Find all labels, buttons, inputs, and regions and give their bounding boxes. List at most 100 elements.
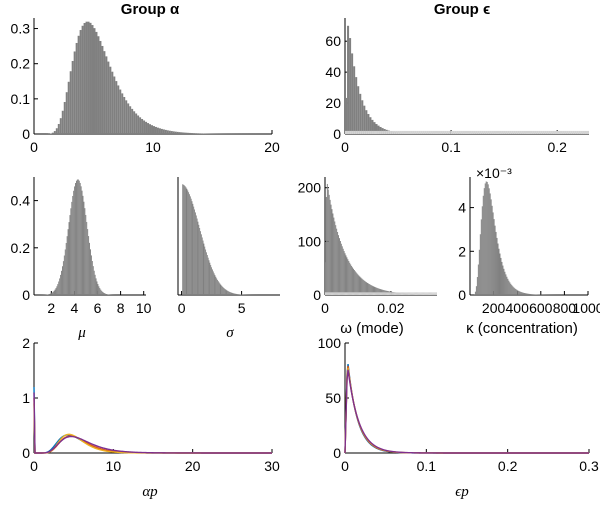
hist-bar: [189, 194, 190, 295]
hist-bar: [156, 127, 159, 134]
hist-bar: [330, 292, 332, 295]
hist-bar: [352, 292, 353, 295]
hist-bar: [339, 241, 341, 295]
hist-bar: [382, 292, 384, 295]
hist-bar: [381, 292, 382, 295]
hist-bar: [517, 290, 519, 295]
hist-bar: [369, 292, 371, 295]
hist-bar: [418, 130, 421, 134]
hist-bar: [532, 130, 535, 134]
hist-bar: [407, 292, 409, 295]
y-tick-label: 1: [22, 390, 30, 406]
hist-bar: [574, 130, 577, 134]
hist-bar: [487, 130, 490, 134]
panel-kappa: κ (concentration) ×10⁻³ 200 400 600 8001000…: [458, 165, 600, 337]
xlabel-mu: μ: [77, 325, 86, 341]
hist-bar: [377, 292, 379, 295]
title-group-alpha: Group α: [121, 1, 180, 18]
x-tick-label: 0: [30, 139, 38, 155]
hist-bar: [361, 130, 364, 134]
hist-bar: [204, 246, 206, 295]
hist-bar: [219, 283, 221, 295]
hist-bar: [329, 292, 331, 295]
hist-bar: [186, 188, 188, 295]
hist-bar: [442, 130, 445, 134]
hist-bar: [355, 272, 357, 295]
hist-bar: [211, 267, 212, 295]
hist-bar: [391, 292, 393, 295]
hist-bar: [491, 205, 493, 295]
hist-bar: [566, 130, 569, 134]
hist-bar: [377, 288, 379, 295]
hist-bar: [367, 114, 370, 134]
hist-bar: [477, 130, 480, 134]
hist-bar: [520, 291, 522, 295]
hist-bar: [490, 199, 492, 295]
hist-bar: [363, 280, 365, 295]
hist-bar: [525, 130, 528, 134]
hist-bar: [89, 22, 92, 134]
hist-bar: [501, 130, 504, 134]
hist-bar: [176, 131, 179, 134]
hist-bar: [527, 293, 529, 295]
hist-bar: [528, 293, 529, 295]
hist-bar: [519, 130, 522, 134]
hist-bar: [347, 259, 349, 295]
hist-bar: [380, 292, 381, 295]
hist-bar: [528, 130, 531, 134]
hist-bar: [349, 262, 351, 295]
hist-bar: [215, 276, 217, 295]
y-tick-label: 2: [458, 243, 466, 259]
hist-bar: [115, 81, 118, 134]
hist-bar: [417, 292, 419, 295]
hist-bar: [191, 201, 193, 295]
hist-bar: [105, 293, 107, 295]
hist-bar: [222, 286, 224, 295]
hist-bar: [381, 292, 383, 295]
hist-bar: [65, 92, 68, 134]
hist-bar: [409, 292, 411, 295]
hist-bar: [333, 292, 335, 295]
hist-bar: [347, 130, 350, 134]
hist-bar: [428, 292, 430, 295]
hist-bar: [353, 292, 355, 295]
hist-bar: [187, 190, 189, 295]
hist-bar: [99, 288, 101, 295]
hist-bar: [237, 294, 239, 295]
panel-group-alpha: Group α 0 10 20 0 0.1 0.2 0.3: [11, 1, 280, 155]
hist-bar: [346, 257, 348, 295]
hist-bar: [212, 269, 213, 295]
hist-bar: [540, 130, 543, 134]
hist-bar: [216, 278, 218, 295]
hist-bar: [121, 93, 124, 134]
hist-bar: [481, 130, 484, 134]
hist-bar: [408, 130, 411, 134]
hist-bar: [369, 117, 372, 134]
hist-bar: [495, 231, 497, 295]
hist-bar: [412, 292, 414, 295]
hist-bar: [499, 253, 501, 295]
hist-bar: [101, 290, 103, 295]
hist-bar: [106, 294, 108, 295]
hist-bar: [89, 242, 90, 295]
hist-bar: [420, 292, 422, 295]
hist-bar: [358, 292, 360, 295]
hist-bar: [388, 292, 390, 295]
hist-bar: [371, 119, 374, 134]
hist-bar: [366, 292, 367, 295]
hist-bar: [64, 249, 66, 295]
y-tick-label: 100: [318, 335, 342, 351]
hist-bar: [424, 130, 427, 134]
y-tick-label: 0: [458, 287, 466, 303]
hist-bar: [127, 103, 130, 134]
hist-bar: [502, 265, 504, 295]
hist-bar: [345, 292, 347, 295]
hist-bar: [533, 294, 535, 295]
hist-bar: [53, 290, 55, 295]
hist-bar: [364, 280, 366, 295]
hist-bar: [182, 184, 184, 295]
hist-bar: [343, 292, 345, 295]
panel-epsilon-p: ϵp 0 0.1 0.2 0.3 0 50 100: [318, 335, 599, 500]
hist-bar: [340, 243, 342, 295]
x-tick-label: 2: [47, 300, 55, 316]
